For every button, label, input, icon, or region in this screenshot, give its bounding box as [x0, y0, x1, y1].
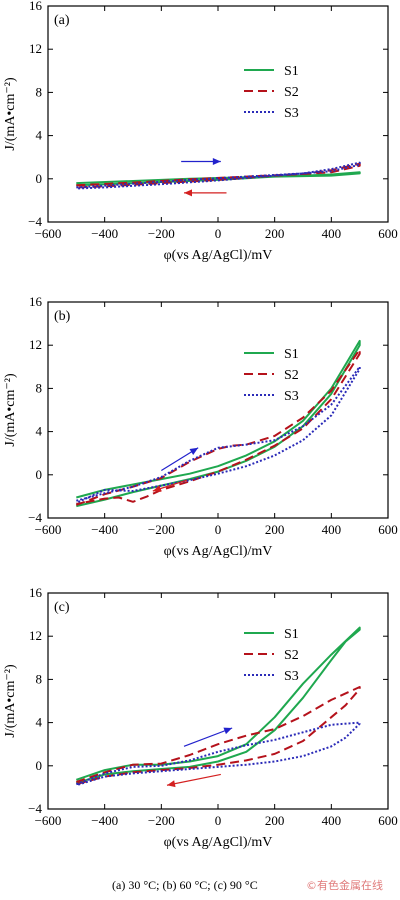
x-tick-label: 200: [265, 813, 285, 828]
panel-label: (b): [54, 309, 71, 324]
x-tick-label: 200: [265, 522, 285, 537]
series-s2-curve: [75, 686, 361, 786]
x-tick-label: 200: [265, 226, 285, 241]
legend-label-s3: S3: [284, 389, 299, 404]
y-tick-label: 0: [36, 758, 43, 773]
y-tick-label: 0: [36, 467, 43, 482]
y-tick-label: 16: [29, 294, 43, 309]
chart-panel-2: −600 −400 −200 0 200 400 600 −4 0 4 8 12 16 φ(vs Ag/A…: [3, 294, 398, 559]
legend-label-s1: S1: [284, 627, 299, 642]
legend-label-s1: S1: [284, 64, 299, 79]
x-tick-label: −600: [35, 522, 62, 537]
x-tick-label: 600: [378, 522, 398, 537]
x-tick-label: 400: [322, 226, 342, 241]
plot-frame: [47, 301, 389, 519]
reverse-scan-arrow: [152, 479, 188, 492]
x-tick-label: −200: [148, 813, 175, 828]
x-tick-label: 0: [215, 226, 222, 241]
x-tick-label: −600: [35, 226, 62, 241]
legend-label-s2: S2: [284, 85, 299, 100]
y-axis-title: J/(mA•cm⁻²): [3, 664, 18, 738]
x-tick-label: 400: [322, 522, 342, 537]
panel-label: (a): [54, 13, 70, 28]
watermark: ©有色金属在线: [306, 878, 383, 892]
y-tick-label: 8: [36, 84, 43, 99]
forward-scan-arrow: [181, 158, 221, 166]
legend: S1 S2 S3: [244, 64, 299, 121]
x-tick-label: −200: [148, 226, 175, 241]
plot-frame: [47, 5, 389, 223]
legend: S1 S2 S3: [244, 627, 299, 684]
forward-scan-arrow: [161, 447, 199, 471]
series-s3-curve: [76, 161, 361, 190]
y-tick-label: 16: [29, 0, 43, 13]
x-axis-title: φ(vs Ag/AgCl)/mV: [164, 248, 273, 263]
y-tick-label: −4: [28, 510, 42, 525]
chart-panel-1: −600 −400 −200 0 200 400 600 −4 0 4 8 12 16 φ(vs Ag/A…: [3, 0, 398, 263]
x-axis-title: φ(vs Ag/AgCl)/mV: [164, 835, 273, 850]
x-tick-label: −200: [148, 522, 175, 537]
x-tick-label: −400: [91, 226, 118, 241]
y-tick-label: 12: [29, 337, 42, 352]
y-tick-label: 0: [36, 171, 43, 186]
y-tick-label: 12: [29, 41, 42, 56]
y-tick-label: −4: [28, 214, 42, 229]
legend-label-s3: S3: [284, 669, 299, 684]
y-tick-label: 12: [29, 628, 42, 643]
x-tick-label: 600: [378, 226, 398, 241]
forward-scan-arrow: [183, 727, 233, 747]
x-tick-label: 0: [215, 813, 222, 828]
x-tick-label: −400: [91, 813, 118, 828]
y-tick-label: 16: [29, 585, 43, 600]
series-s1-curve: [76, 339, 361, 508]
figure-caption: (a) 30 °C; (b) 60 °C; (c) 90 °C: [112, 878, 258, 892]
series-s2-curve: [75, 348, 361, 506]
x-tick-label: 600: [378, 813, 398, 828]
legend-label-s3: S3: [284, 106, 299, 121]
y-tick-label: 4: [36, 128, 43, 143]
y-axis-title: J/(mA•cm⁻²): [3, 373, 18, 447]
x-tick-label: −400: [91, 522, 118, 537]
series-s3-curve: [75, 365, 361, 504]
panel-label: (c): [54, 600, 70, 615]
y-axis-title: J/(mA•cm⁻²): [3, 77, 18, 151]
series-s3-curve: [75, 721, 361, 787]
series-s1-curve: [75, 626, 361, 785]
y-tick-label: 8: [36, 671, 43, 686]
legend: S1 S2 S3: [244, 347, 299, 404]
legend-label-s1: S1: [284, 347, 299, 362]
chart-panel-3: −600 −400 −200 0 200 400 600 −4 0 4 8 12 16 φ(vs Ag/A…: [3, 585, 398, 850]
x-tick-label: 400: [322, 813, 342, 828]
y-tick-label: −4: [28, 801, 42, 816]
x-tick-label: 0: [215, 522, 222, 537]
x-tick-label: −600: [35, 813, 62, 828]
reverse-scan-arrow: [184, 189, 227, 197]
legend-label-s2: S2: [284, 648, 299, 663]
reverse-scan-arrow: [166, 773, 221, 788]
x-axis-title: φ(vs Ag/AgCl)/mV: [164, 544, 273, 559]
legend-label-s2: S2: [284, 368, 299, 383]
y-tick-label: 8: [36, 380, 43, 395]
y-tick-label: 4: [36, 424, 43, 439]
y-tick-label: 4: [36, 715, 43, 730]
